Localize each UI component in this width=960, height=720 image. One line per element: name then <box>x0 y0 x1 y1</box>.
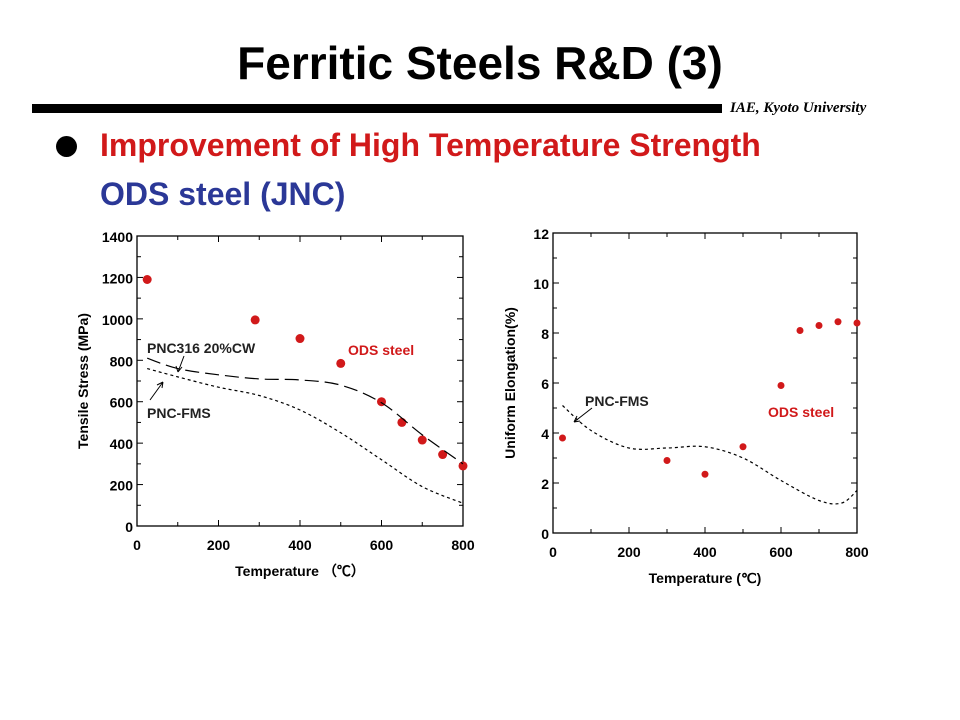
pnc-fms-arrow <box>573 407 593 423</box>
y-tick-label: 10 <box>533 276 549 292</box>
y-tick-label: 0 <box>541 526 549 542</box>
pnc-fms-annotation: PNC-FMS <box>147 405 211 421</box>
x-tick-label: 800 <box>845 544 869 560</box>
x-axis-label: Temperature (℃) <box>649 570 762 586</box>
y-axis-label: Uniform Elongation(%) <box>502 307 518 459</box>
x-tick-label: 600 <box>370 537 394 553</box>
pnc316-annotation: PNC316 20%CW <box>147 340 256 356</box>
ods-steel-point <box>438 450 448 460</box>
x-tick-label: 0 <box>133 537 141 553</box>
ods-steel-point <box>853 319 861 327</box>
ods-steel-point <box>834 318 842 326</box>
pnc-fms-curve <box>147 367 464 504</box>
ods-steel-point <box>777 382 785 389</box>
pnc-fms-curve <box>562 405 858 505</box>
y-tick-label: 600 <box>110 395 134 411</box>
y-tick-label: 200 <box>110 478 134 494</box>
slide-title: Ferritic Steels R&D (3) <box>237 37 723 89</box>
ods-steel-point <box>295 334 305 344</box>
y-tick-label: 1400 <box>102 229 133 245</box>
x-tick-label: 400 <box>693 544 717 560</box>
ods-steel-point <box>796 327 804 334</box>
y-tick-label: 8 <box>541 326 549 342</box>
affiliation-label: IAE, Kyoto University <box>730 100 867 116</box>
ods-steel-point <box>458 461 468 471</box>
x-tick-label: 800 <box>451 537 475 553</box>
y-tick-label: 1200 <box>102 270 133 286</box>
y-tick-label: 6 <box>541 376 549 392</box>
ods-steel-point <box>739 443 747 451</box>
x-tick-label: 200 <box>617 544 641 560</box>
y-tick-label: 1000 <box>102 312 133 328</box>
y-tick-label: 0 <box>125 519 133 535</box>
ods-steel-point <box>417 435 427 445</box>
x-tick-label: 600 <box>769 544 793 560</box>
ods-steel-point <box>336 358 346 368</box>
pnc316-arrow <box>175 355 185 373</box>
title-rule <box>32 104 722 113</box>
bullet-icon <box>56 136 77 157</box>
subheading: ODS steel (JNC) <box>100 176 346 212</box>
y-tick-label: 12 <box>533 226 549 242</box>
x-tick-label: 200 <box>207 537 231 553</box>
x-tick-label: 0 <box>549 544 557 560</box>
y-axis-label: Tensile Stress (MPa) <box>75 313 91 449</box>
ods-steel-annotation: ODS steel <box>768 404 834 420</box>
y-tick-label: 2 <box>541 476 549 492</box>
bullet-heading: Improvement of High Temperature Strength <box>100 127 761 163</box>
x-tick-label: 400 <box>288 537 312 553</box>
pnc-fms-arrow <box>149 381 164 401</box>
ods-steel-point <box>250 315 260 325</box>
y-tick-label: 800 <box>110 353 134 369</box>
ods-steel-point <box>142 275 152 284</box>
ods-steel-point <box>815 322 823 329</box>
ods-steel-point <box>663 457 671 464</box>
pnc-fms-annotation: PNC-FMS <box>585 393 649 409</box>
plot-frame <box>552 232 858 534</box>
y-tick-label: 400 <box>110 436 134 452</box>
x-axis-label: Temperature （℃） <box>235 563 365 579</box>
ods-steel-annotation: ODS steel <box>348 342 414 358</box>
ods-steel-point <box>559 434 566 442</box>
pnc316-curve <box>146 357 464 465</box>
ods-steel-point <box>701 470 709 478</box>
y-tick-label: 4 <box>541 426 549 442</box>
